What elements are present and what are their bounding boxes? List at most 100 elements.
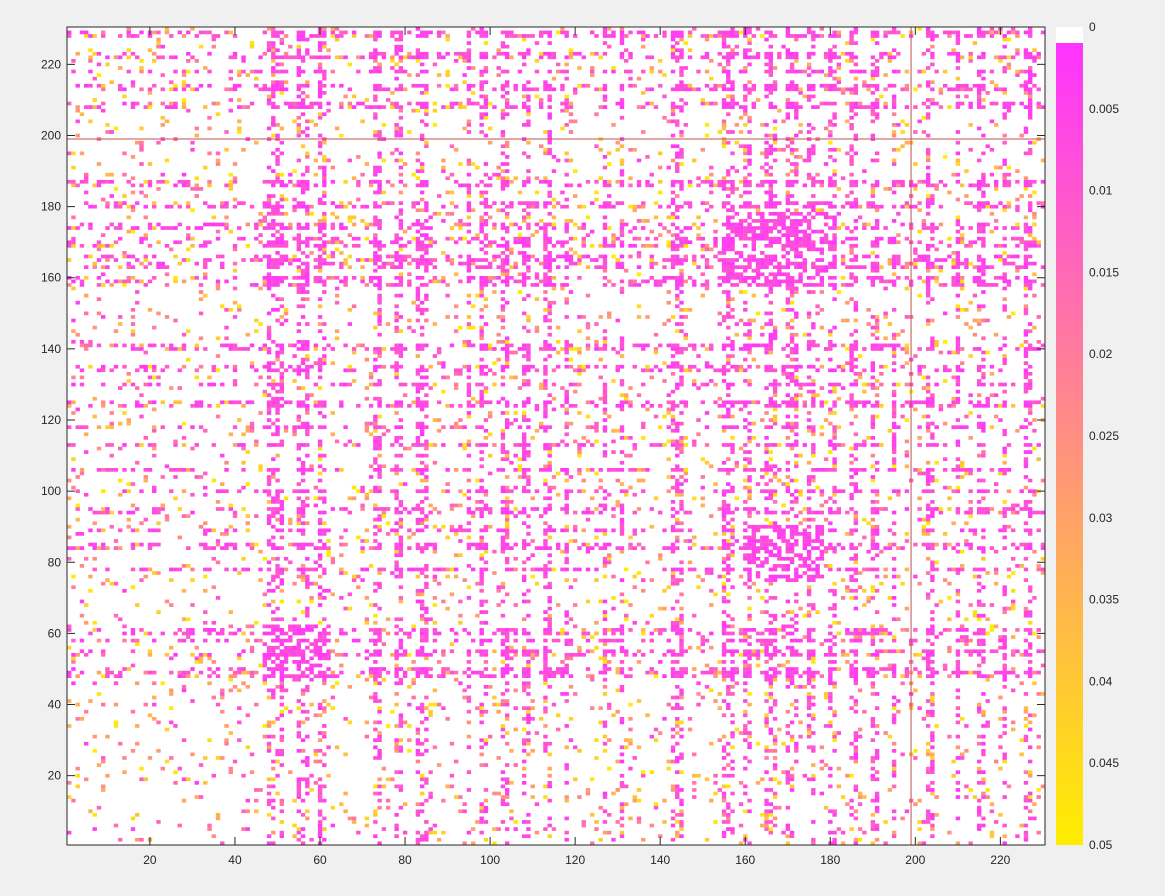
heatmap-cell: [186, 357, 191, 362]
heatmap-cell: [84, 556, 89, 561]
heatmap-cell: [271, 631, 276, 636]
heatmap-cell: [130, 649, 136, 654]
heatmap-cell: [300, 368, 306, 373]
heatmap-cell: [398, 329, 404, 334]
heatmap-cell: [424, 34, 429, 38]
heatmap-cell: [347, 368, 353, 373]
heatmap-cell: [479, 510, 484, 515]
heatmap-cell: [271, 542, 276, 547]
heatmap-cell: [300, 91, 306, 95]
heatmap-cell: [424, 478, 429, 483]
heatmap-cell: [224, 226, 229, 230]
heatmap-cell: [71, 165, 76, 170]
heatmap-cell: [475, 400, 480, 405]
heatmap-cell: [96, 546, 102, 550]
heatmap-cell: [513, 706, 518, 711]
heatmap-cell: [237, 418, 242, 422]
heatmap-cell: [300, 528, 306, 533]
heatmap-cell: [449, 503, 455, 508]
heatmap-cell: [424, 293, 429, 298]
heatmap-cell: [326, 101, 331, 106]
heatmap-cell: [75, 300, 80, 305]
heatmap-cell: [364, 617, 370, 622]
heatmap-cell: [313, 347, 319, 351]
heatmap-cell: [521, 468, 527, 472]
heatmap-cell: [173, 275, 178, 280]
heatmap-cell: [411, 258, 416, 262]
heatmap-cell: [500, 770, 506, 775]
heatmap-cell: [415, 368, 421, 373]
heatmap-cell: [394, 471, 399, 476]
heatmap-cell: [398, 716, 404, 721]
heatmap-cell: [326, 240, 331, 245]
heatmap-cell: [67, 496, 72, 501]
heatmap-cell: [521, 34, 527, 38]
heatmap-cell: [504, 656, 510, 661]
heatmap-cell: [258, 464, 263, 469]
heatmap-cell: [271, 80, 276, 85]
heatmap-cell: [449, 258, 455, 262]
heatmap-cell: [322, 628, 327, 632]
heatmap-cell: [135, 386, 140, 390]
heatmap-cell: [334, 126, 340, 131]
heatmap-cell: [143, 283, 148, 287]
heatmap-cell: [177, 766, 182, 771]
heatmap-cell: [275, 343, 280, 348]
heatmap-cell: [547, 535, 552, 540]
heatmap-cell: [186, 201, 191, 205]
heatmap-cell: [526, 599, 531, 604]
heatmap-cell: [279, 233, 285, 237]
heatmap-cell: [198, 283, 204, 287]
heatmap-cell: [509, 343, 514, 348]
heatmap-cell: [322, 532, 327, 536]
heatmap-cell: [483, 304, 489, 309]
heatmap-cell: [313, 638, 319, 643]
heatmap-cell: [466, 652, 472, 657]
heatmap-cell: [441, 361, 446, 366]
heatmap-cell: [500, 201, 506, 205]
heatmap-cell: [164, 347, 170, 351]
heatmap-cell: [445, 784, 450, 789]
heatmap-cell: [377, 606, 382, 611]
heatmap-cell: [296, 777, 302, 782]
heatmap-cell: [317, 279, 323, 284]
heatmap-cell: [326, 158, 331, 163]
heatmap-cell: [479, 816, 484, 821]
heatmap-cell: [504, 350, 510, 355]
heatmap-cell: [207, 69, 212, 74]
heatmap-cell: [547, 222, 552, 227]
heatmap-cell: [177, 674, 182, 678]
heatmap-cell: [296, 243, 302, 248]
heatmap-cell: [203, 275, 208, 280]
heatmap-cell: [479, 130, 484, 134]
heatmap-cell: [377, 382, 382, 387]
heatmap-cell: [139, 30, 144, 35]
heatmap-cell: [67, 400, 72, 405]
heatmap-cell: [92, 567, 97, 572]
heatmap-cell: [79, 425, 85, 430]
heatmap-cell: [445, 535, 450, 540]
heatmap-cell: [394, 489, 399, 494]
heatmap-cell: [249, 421, 255, 426]
heatmap-cell: [279, 738, 285, 743]
heatmap-cell: [500, 798, 506, 803]
heatmap-cell: [339, 403, 344, 408]
heatmap-cell: [96, 692, 102, 696]
heatmap-cell: [509, 375, 514, 380]
heatmap-cell: [394, 784, 399, 789]
heatmap-cell: [419, 432, 425, 437]
heatmap-cell: [271, 91, 276, 95]
heatmap-cell: [415, 265, 421, 269]
heatmap-cell: [220, 204, 225, 209]
heatmap-cell: [470, 510, 476, 515]
heatmap-cell: [283, 496, 289, 501]
heatmap-cell: [139, 190, 144, 195]
heatmap-cell: [228, 229, 233, 234]
heatmap-cell: [262, 681, 267, 686]
heatmap-cell: [334, 204, 340, 209]
heatmap-cell: [266, 254, 272, 259]
heatmap-cell: [428, 830, 433, 835]
heatmap-cell: [419, 425, 425, 430]
heatmap-cell: [373, 791, 378, 796]
heatmap-cell: [322, 27, 327, 31]
